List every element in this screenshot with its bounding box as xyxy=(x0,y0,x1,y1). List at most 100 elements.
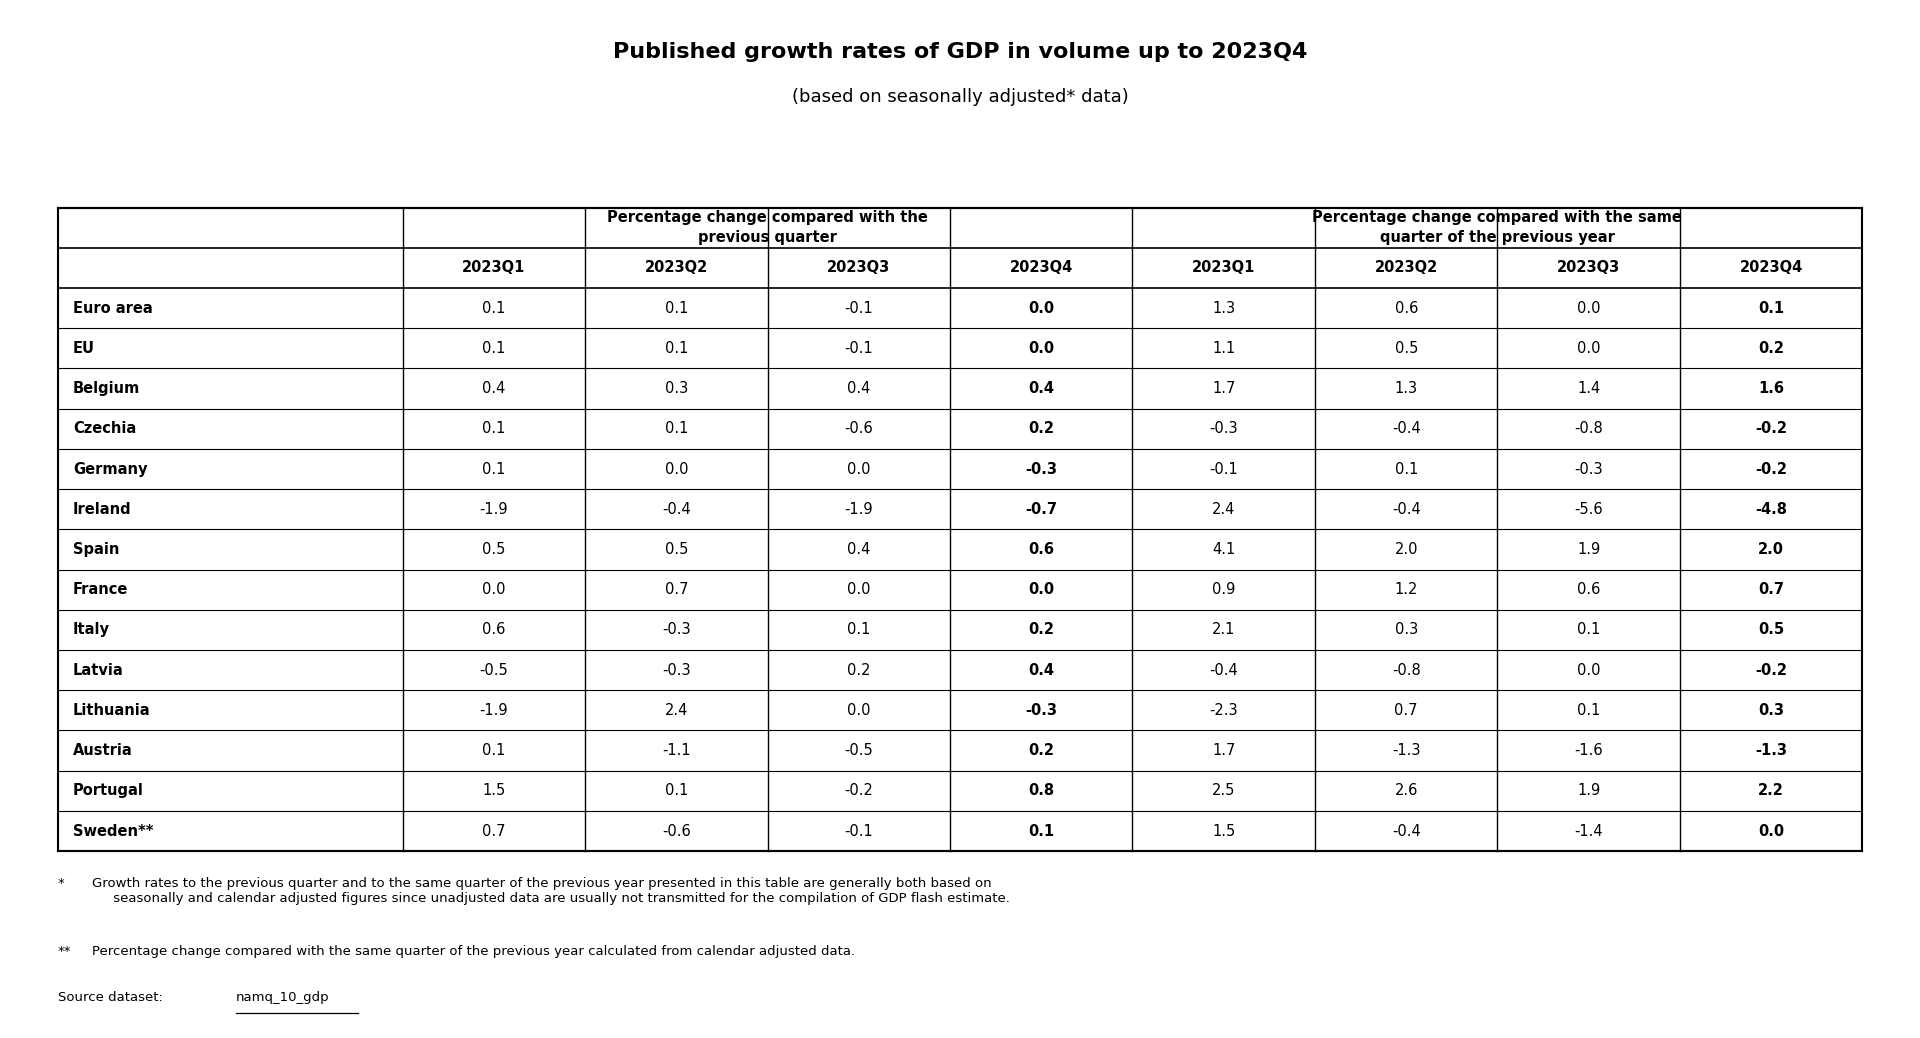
Text: 0.6: 0.6 xyxy=(1394,301,1417,316)
Text: -0.5: -0.5 xyxy=(480,662,509,678)
Text: -0.4: -0.4 xyxy=(1392,421,1421,436)
Text: Percentage change compared with the same quarter of the previous year calculated: Percentage change compared with the same… xyxy=(92,945,854,958)
Text: -0.2: -0.2 xyxy=(845,784,874,798)
Text: 0.2: 0.2 xyxy=(1759,340,1784,356)
Text: 0.2: 0.2 xyxy=(1029,743,1054,758)
Text: 0.9: 0.9 xyxy=(1212,582,1235,597)
Text: 0.1: 0.1 xyxy=(482,340,505,356)
Text: 0.0: 0.0 xyxy=(847,462,870,476)
Text: 1.3: 1.3 xyxy=(1212,301,1235,316)
Text: 0.7: 0.7 xyxy=(1394,703,1419,718)
Text: 0.2: 0.2 xyxy=(847,662,870,678)
Text: 0.1: 0.1 xyxy=(482,743,505,758)
Text: Sweden**: Sweden** xyxy=(73,823,154,839)
Text: -0.6: -0.6 xyxy=(662,823,691,839)
Text: 0.1: 0.1 xyxy=(482,301,505,316)
Text: -0.1: -0.1 xyxy=(845,301,874,316)
Text: 2.2: 2.2 xyxy=(1759,784,1784,798)
Text: 0.7: 0.7 xyxy=(482,823,505,839)
Text: 0.1: 0.1 xyxy=(664,784,687,798)
Text: -0.2: -0.2 xyxy=(1755,421,1788,436)
Text: Portugal: Portugal xyxy=(73,784,144,798)
Text: 0.6: 0.6 xyxy=(1576,582,1601,597)
Text: 0.4: 0.4 xyxy=(1029,381,1054,397)
Text: -1.4: -1.4 xyxy=(1574,823,1603,839)
Text: 4.1: 4.1 xyxy=(1212,542,1235,557)
Text: 0.1: 0.1 xyxy=(847,623,870,637)
Text: Percentage change compared with the same
quarter of the previous year: Percentage change compared with the same… xyxy=(1313,211,1682,245)
Text: 0.1: 0.1 xyxy=(482,421,505,436)
Text: 2.0: 2.0 xyxy=(1759,542,1784,557)
Text: Spain: Spain xyxy=(73,542,119,557)
Text: 2023Q3: 2023Q3 xyxy=(828,261,891,275)
Text: -0.4: -0.4 xyxy=(1210,662,1238,678)
Text: 2023Q2: 2023Q2 xyxy=(645,261,708,275)
Text: -0.8: -0.8 xyxy=(1574,421,1603,436)
Text: -0.4: -0.4 xyxy=(1392,501,1421,517)
Text: 0.0: 0.0 xyxy=(847,582,870,597)
Text: Belgium: Belgium xyxy=(73,381,140,397)
Text: 2023Q2: 2023Q2 xyxy=(1375,261,1438,275)
Text: 2.5: 2.5 xyxy=(1212,784,1235,798)
Text: Source dataset:: Source dataset: xyxy=(58,991,167,1005)
Text: 0.0: 0.0 xyxy=(1576,662,1601,678)
Text: Austria: Austria xyxy=(73,743,132,758)
Text: 1.7: 1.7 xyxy=(1212,743,1235,758)
Text: -1.9: -1.9 xyxy=(480,703,509,718)
Text: -0.3: -0.3 xyxy=(1025,462,1058,476)
Text: 1.9: 1.9 xyxy=(1576,542,1599,557)
Text: 0.2: 0.2 xyxy=(1029,623,1054,637)
Text: 0.1: 0.1 xyxy=(664,421,687,436)
Text: -1.9: -1.9 xyxy=(845,501,874,517)
Text: 0.5: 0.5 xyxy=(1759,623,1784,637)
Text: Lithuania: Lithuania xyxy=(73,703,150,718)
Text: -0.1: -0.1 xyxy=(1210,462,1238,476)
Text: 2.6: 2.6 xyxy=(1394,784,1417,798)
Text: 2.1: 2.1 xyxy=(1212,623,1235,637)
Text: 0.5: 0.5 xyxy=(664,542,687,557)
Text: 0.1: 0.1 xyxy=(1576,623,1601,637)
Text: -0.3: -0.3 xyxy=(1210,421,1238,436)
Text: 0.0: 0.0 xyxy=(1576,301,1601,316)
Text: 1.7: 1.7 xyxy=(1212,381,1235,397)
Text: -0.2: -0.2 xyxy=(1755,662,1788,678)
Text: -1.3: -1.3 xyxy=(1392,743,1421,758)
Text: 2.4: 2.4 xyxy=(664,703,687,718)
Text: Percentage change compared with the
previous quarter: Percentage change compared with the prev… xyxy=(607,211,927,245)
Text: namq_10_gdp: namq_10_gdp xyxy=(236,991,330,1005)
Text: 1.2: 1.2 xyxy=(1394,582,1417,597)
Text: -0.6: -0.6 xyxy=(845,421,874,436)
Text: 2023Q4: 2023Q4 xyxy=(1010,261,1073,275)
Text: 0.0: 0.0 xyxy=(1576,340,1601,356)
Text: 2023Q1: 2023Q1 xyxy=(1192,261,1256,275)
Text: Italy: Italy xyxy=(73,623,109,637)
Text: 2.4: 2.4 xyxy=(1212,501,1235,517)
Text: Euro area: Euro area xyxy=(73,301,154,316)
Text: -0.7: -0.7 xyxy=(1025,501,1058,517)
Text: 2023Q1: 2023Q1 xyxy=(463,261,526,275)
Text: -4.8: -4.8 xyxy=(1755,501,1788,517)
Text: 0.1: 0.1 xyxy=(664,340,687,356)
Text: 1.5: 1.5 xyxy=(482,784,505,798)
Text: Czechia: Czechia xyxy=(73,421,136,436)
Text: -0.1: -0.1 xyxy=(845,340,874,356)
Text: 0.1: 0.1 xyxy=(1394,462,1417,476)
Text: 1.9: 1.9 xyxy=(1576,784,1599,798)
Text: France: France xyxy=(73,582,129,597)
Text: 0.7: 0.7 xyxy=(1759,582,1784,597)
Text: 0.4: 0.4 xyxy=(1029,662,1054,678)
Text: 0.0: 0.0 xyxy=(1759,823,1784,839)
Text: (based on seasonally adjusted* data): (based on seasonally adjusted* data) xyxy=(791,88,1129,106)
Text: 0.0: 0.0 xyxy=(847,703,870,718)
Text: -0.2: -0.2 xyxy=(1755,462,1788,476)
Text: 2023Q3: 2023Q3 xyxy=(1557,261,1620,275)
Text: **: ** xyxy=(58,945,71,958)
Text: 0.5: 0.5 xyxy=(482,542,505,557)
Text: Ireland: Ireland xyxy=(73,501,132,517)
Text: Growth rates to the previous quarter and to the same quarter of the previous yea: Growth rates to the previous quarter and… xyxy=(92,877,1010,905)
Text: 0.8: 0.8 xyxy=(1029,784,1054,798)
Text: 0.0: 0.0 xyxy=(1029,301,1054,316)
Text: 2.0: 2.0 xyxy=(1394,542,1419,557)
Text: 0.0: 0.0 xyxy=(664,462,687,476)
Text: -1.3: -1.3 xyxy=(1755,743,1788,758)
